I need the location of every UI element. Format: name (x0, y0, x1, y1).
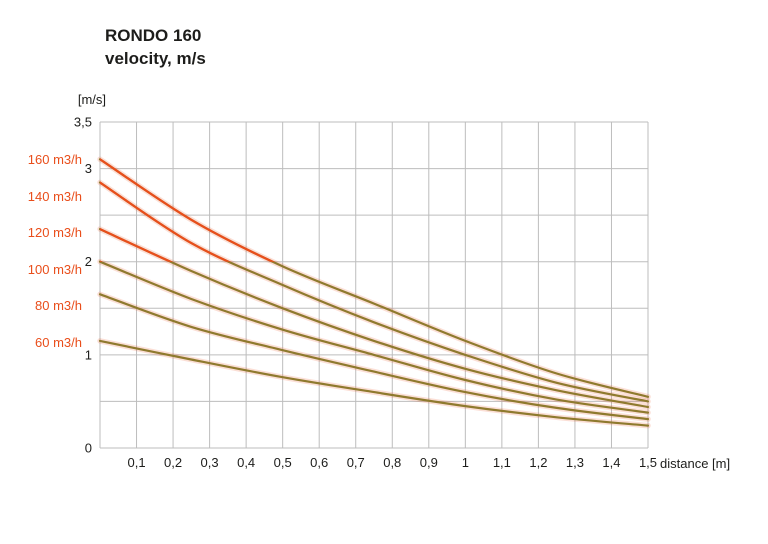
x-tick-label: 1,5 (639, 455, 657, 470)
series-label-120: 120 m3/h (27, 225, 82, 240)
x-tick-label: 0,2 (164, 455, 182, 470)
y-tick-label: 3 (85, 161, 92, 176)
x-tick-label: 0,8 (383, 455, 401, 470)
y-tick-label: 3,5 (74, 115, 92, 130)
x-tick-label: 1,4 (602, 455, 620, 470)
y-tick-label: 2 (85, 254, 92, 269)
y-tick-label: 1 (85, 347, 92, 362)
x-tick-label: 0,9 (420, 455, 438, 470)
curve-160-m3/h (98, 158, 650, 398)
curve-glow (97, 226, 651, 410)
series-label-60: 60 m3/h (35, 334, 82, 350)
curve-120-m3/h (98, 228, 650, 409)
x-tick-label: 1,3 (566, 455, 584, 470)
series-label-80: 80 m3/h (35, 298, 82, 313)
x-tick-label: 1,1 (493, 455, 511, 470)
x-tick-label: 0,1 (127, 455, 145, 470)
x-tick-label: 0,7 (347, 455, 365, 470)
curve-high-velocity-segment (100, 228, 174, 262)
x-tick-label: 0,4 (237, 455, 255, 470)
curve-80-m3/h (98, 293, 650, 421)
series-label-100: 100 m3/h (27, 261, 82, 277)
x-tick-label: 0,5 (274, 455, 292, 470)
x-axis-label: distance [m] (660, 456, 731, 471)
curve-60-m3/h (98, 339, 650, 427)
curve-high-velocity-segment (100, 158, 276, 262)
chart-title-line2: velocity, m/s (105, 49, 206, 68)
chart-title: RONDO 160 velocity, m/s (105, 24, 206, 70)
curve-high-velocity-segment (100, 181, 232, 262)
series-label-160: 160 m3/h (27, 152, 82, 167)
x-tick-label: 0,3 (201, 455, 219, 470)
x-tick-label: 1,2 (529, 455, 547, 470)
x-tick-label: 1 (462, 455, 469, 470)
y-axis-unit-label: [m/s] (77, 92, 106, 107)
chart-title-line1: RONDO 160 (105, 26, 202, 45)
curve-100-m3/h (98, 260, 650, 414)
y-tick-label: 0 (85, 441, 92, 456)
curve-glow (97, 156, 651, 400)
series-label-140: 140 m3/h (27, 188, 82, 204)
x-tick-label: 0,6 (310, 455, 328, 470)
